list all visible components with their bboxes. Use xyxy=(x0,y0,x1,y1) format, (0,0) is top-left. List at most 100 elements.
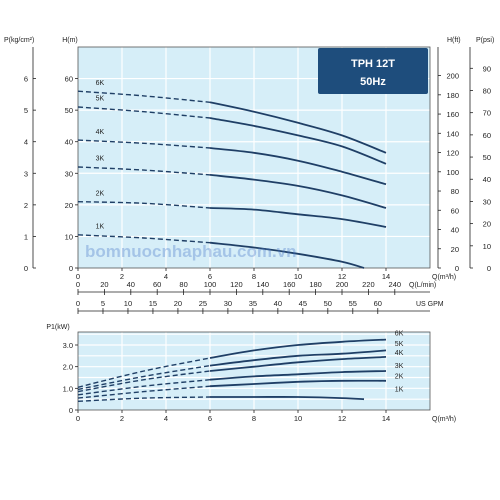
secondary-tick-label: 50 xyxy=(324,299,332,308)
right-psi-tick-label: 80 xyxy=(483,86,491,95)
curve-2k xyxy=(209,207,387,228)
right-ft-tick-label: 80 xyxy=(451,187,459,196)
x-tick-label: 4 xyxy=(164,414,168,423)
y-tick-label: 40 xyxy=(65,138,73,147)
secondary-tick-label: 120 xyxy=(230,280,243,289)
secondary-tick-label: 180 xyxy=(309,280,322,289)
x-tick-label: 10 xyxy=(294,272,302,281)
x-axis-label: Q(m³/h) xyxy=(432,416,456,423)
x-tick-label: 14 xyxy=(382,272,390,281)
series-label: 3K xyxy=(395,363,404,370)
curve-dashed-1k xyxy=(77,396,211,402)
left-outer-tick-label: 2 xyxy=(24,201,28,210)
right-ft-tick-label: 40 xyxy=(451,226,459,235)
curve-dashed-5k xyxy=(77,364,211,391)
curve-dashed-5k xyxy=(77,106,211,119)
curve-dashed-1k xyxy=(77,234,211,244)
secondary-tick-label: 45 xyxy=(299,299,307,308)
x-axis-label: Q(m³/h) xyxy=(432,274,456,281)
secondary-tick-label: 20 xyxy=(100,280,108,289)
x-tick-label: 8 xyxy=(252,414,256,423)
series-label: 5K xyxy=(395,341,404,348)
left-outer-tick-label: 0 xyxy=(24,264,28,273)
x-tick-label: 2 xyxy=(120,414,124,423)
x-tick-label: 2 xyxy=(120,272,124,281)
y-tick-label: 2.0 xyxy=(63,363,73,372)
curve-dashed-4k xyxy=(77,370,211,393)
curve-6k xyxy=(209,101,387,154)
right-ft-axis-label: H(ft) xyxy=(447,37,461,44)
curve-4k xyxy=(209,147,387,186)
x-tick-label: 4 xyxy=(164,272,168,281)
lpm-axis: 0 20 40 60 80 100 120 140 160 180 200 220 240 Q(L/min… xyxy=(76,280,436,295)
secondary-tick-label: 80 xyxy=(179,280,187,289)
right-ft-axis: 0 20 40 60 80 100 120 140 160 180 200 H(ft) xyxy=(437,37,461,273)
secondary-tick-label: 0 xyxy=(76,280,80,289)
series-label: 5K xyxy=(96,96,105,103)
left-outer-axis: 0 1 2 3 4 5 6 P(kg/cm²) xyxy=(4,37,36,273)
curve-5k xyxy=(209,349,387,367)
secondary-tick-label: 220 xyxy=(362,280,375,289)
x-tick-label: 6 xyxy=(208,272,212,281)
series-label: 2K xyxy=(96,190,105,197)
right-psi-tick-label: 60 xyxy=(483,131,491,140)
y-tick-label: 50 xyxy=(65,106,73,115)
secondary-tick-label: 0 xyxy=(76,299,80,308)
y-tick-label: 10 xyxy=(65,232,73,241)
right-ft-tick-label: 60 xyxy=(451,206,459,215)
curve-1k xyxy=(209,241,365,269)
curve-dashed-2k xyxy=(77,385,211,399)
curve-6k xyxy=(209,338,387,359)
x-tick-label: 0 xyxy=(76,414,80,423)
right-psi-tick-label: 20 xyxy=(483,220,491,229)
curve-1k xyxy=(210,396,365,401)
secondary-tick-label: 200 xyxy=(336,280,349,289)
model-frequency: 50Hz xyxy=(360,76,386,88)
x-tick-label: 0 xyxy=(76,272,80,281)
secondary-tick-label: 40 xyxy=(127,280,135,289)
right-ft-tick-label: 160 xyxy=(446,110,459,119)
secondary-tick-label: 15 xyxy=(149,299,157,308)
series-label: 6K xyxy=(395,330,404,337)
right-ft-tick-label: 120 xyxy=(446,149,459,158)
curve-dashed-3k xyxy=(77,379,211,396)
y-tick-label: 20 xyxy=(65,201,73,210)
secondary-tick-label: 60 xyxy=(153,280,161,289)
x-tick-label: 10 xyxy=(294,414,302,423)
series-label: 1K xyxy=(395,387,404,394)
secondary-tick-label: 20 xyxy=(174,299,182,308)
gpm-axis: 0 5 10 15 20 25 30 35 40 45 50 55 60 US GPM xyxy=(76,299,444,314)
curve-3k xyxy=(209,370,387,381)
curve-dashed-6k xyxy=(77,90,211,103)
secondary-tick-label: 30 xyxy=(224,299,232,308)
right-psi-tick-label: 40 xyxy=(483,175,491,184)
curve-dashed-2k xyxy=(77,201,211,209)
y-tick-label: 3.0 xyxy=(63,341,73,350)
right-ft-tick-label: 200 xyxy=(446,72,459,81)
right-ft-tick-label: 100 xyxy=(446,168,459,177)
right-ft-tick-label: 180 xyxy=(446,91,459,100)
left-outer-tick-label: 4 xyxy=(24,138,28,147)
y-tick-label: 60 xyxy=(65,75,73,84)
x-tick-label: 6 xyxy=(208,414,212,423)
curve-dashed-6k xyxy=(77,357,211,388)
y-tick-label: 30 xyxy=(65,169,73,178)
secondary-tick-label: 40 xyxy=(274,299,282,308)
left-outer-tick-label: 5 xyxy=(24,106,28,115)
curve-3k xyxy=(209,174,387,209)
model-badge-box xyxy=(318,48,428,94)
curve-dashed-4k xyxy=(77,139,211,149)
secondary-tick-label: 240 xyxy=(389,280,402,289)
curve-5k xyxy=(209,117,387,165)
curve-2k xyxy=(209,379,387,388)
x-tick-label: 8 xyxy=(252,272,256,281)
curve-4k xyxy=(209,356,387,372)
model-badge: TPH 12T 50Hz xyxy=(318,48,428,94)
right-psi-tick-label: 90 xyxy=(483,64,491,73)
series-label: 2K xyxy=(395,374,404,381)
right-psi-tick-label: 30 xyxy=(483,197,491,206)
right-ft-tick-label: 0 xyxy=(455,264,459,273)
curve-dashed-3k xyxy=(77,166,211,176)
right-ft-tick-label: 20 xyxy=(451,245,459,254)
x-tick-label: 12 xyxy=(338,272,346,281)
